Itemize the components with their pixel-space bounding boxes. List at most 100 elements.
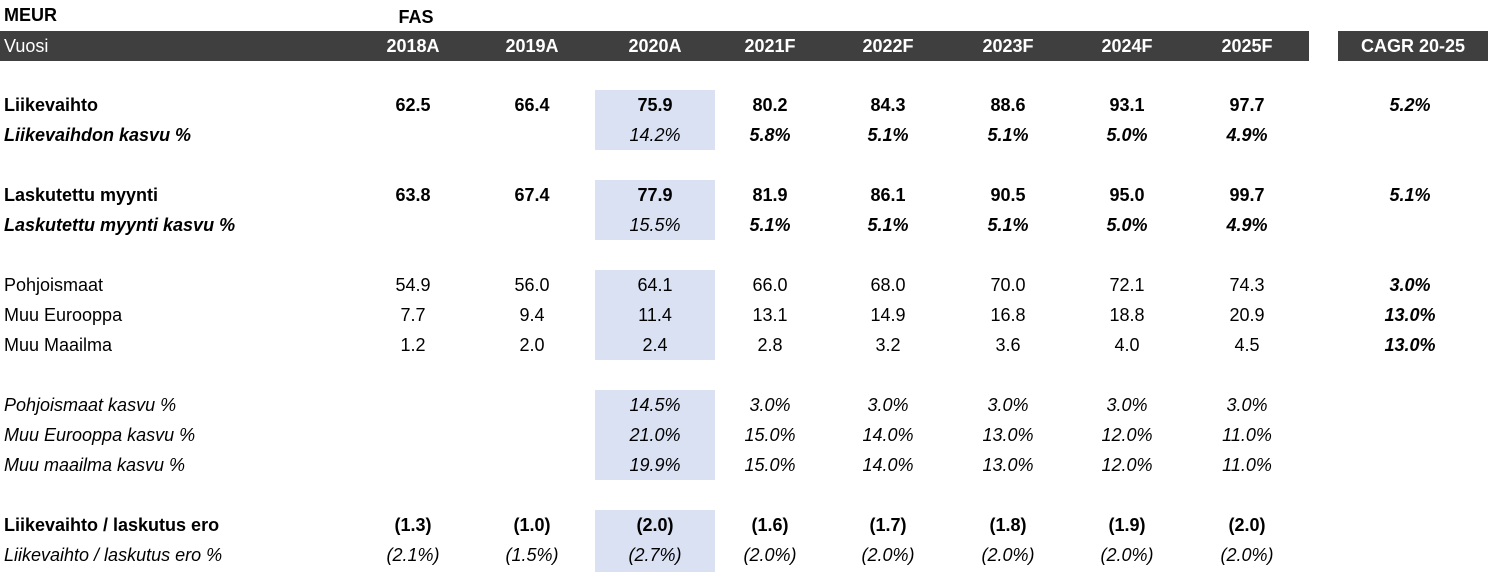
column-header: 2018A xyxy=(386,36,440,56)
row-label: Liikevaihto / laskutus ero % xyxy=(4,545,223,565)
cell: (1.3) xyxy=(394,515,432,535)
row-label: Muu Maailma xyxy=(4,335,113,355)
cell: 90.5 xyxy=(990,185,1026,205)
cell: 68.0 xyxy=(870,275,906,295)
cell: (2.0%) xyxy=(981,545,1035,565)
cell: 11.0% xyxy=(1222,425,1272,445)
cell: 3.2 xyxy=(875,335,901,355)
cell: 14.0% xyxy=(862,455,914,475)
standard-label: FAS xyxy=(398,7,434,27)
cell: 4.9% xyxy=(1226,215,1268,235)
cell: 80.2 xyxy=(752,95,788,115)
cell: 5.0% xyxy=(1106,215,1148,235)
cell: 95.0 xyxy=(1109,185,1145,205)
cell: 14.9 xyxy=(870,305,906,325)
cell: 77.9 xyxy=(637,185,673,205)
row-label: Muu Eurooppa kasvu % xyxy=(4,425,196,445)
cell: 14.2% xyxy=(629,125,681,145)
cell: 7.7 xyxy=(400,305,426,325)
cell: 15.5% xyxy=(629,215,681,235)
cell: 5.1% xyxy=(867,215,909,235)
cell: 19.9% xyxy=(629,455,681,475)
cell: 3.6 xyxy=(995,335,1021,355)
cell: 97.7 xyxy=(1229,95,1265,115)
column-header: 2020A xyxy=(628,36,682,56)
cagr-cell: 3.0% xyxy=(1389,275,1431,295)
cell: 5.1% xyxy=(987,215,1029,235)
cell: (1.5%) xyxy=(505,545,559,565)
cell: 1.2 xyxy=(400,335,426,355)
cagr-cell: 5.1% xyxy=(1389,185,1431,205)
row-label: Liikevaihto xyxy=(4,95,99,115)
cell: 9.4 xyxy=(519,305,545,325)
cell: (1.6) xyxy=(751,515,789,535)
cell: 86.1 xyxy=(870,185,906,205)
unit-label: MEUR xyxy=(4,5,57,25)
column-header: Vuosi xyxy=(4,36,49,56)
cell: 2.0 xyxy=(519,335,545,355)
column-header: 2022F xyxy=(862,36,914,56)
cell: 2.4 xyxy=(642,335,668,355)
cell: 84.3 xyxy=(870,95,906,115)
header-bar xyxy=(0,31,1309,61)
cell: (2.0%) xyxy=(743,545,797,565)
cell: 14.5% xyxy=(629,395,681,415)
cell: 11.4 xyxy=(638,305,672,325)
cell: 72.1 xyxy=(1109,275,1145,295)
cell: (2.0) xyxy=(636,515,674,535)
cell: 81.9 xyxy=(752,185,788,205)
column-header: 2021F xyxy=(744,36,796,56)
column-header: 2025F xyxy=(1221,36,1273,56)
cell: 74.3 xyxy=(1229,275,1265,295)
cell: 12.0% xyxy=(1101,455,1153,475)
cell: 88.6 xyxy=(990,95,1026,115)
highlight xyxy=(595,510,715,572)
cell: 70.0 xyxy=(990,275,1026,295)
cell: 67.4 xyxy=(514,185,550,205)
cell: (1.7) xyxy=(869,515,907,535)
cell: 93.1 xyxy=(1109,95,1145,115)
cell: 66.0 xyxy=(752,275,788,295)
row-label: Muu Eurooppa xyxy=(4,305,123,325)
cagr-header-bar xyxy=(1338,31,1488,61)
cell: 5.0% xyxy=(1106,125,1148,145)
row-label: Pohjoismaat xyxy=(4,275,104,295)
cell: (2.0) xyxy=(1228,515,1266,535)
row-label: Laskutettu myynti kasvu % xyxy=(4,215,236,235)
cell: 66.4 xyxy=(514,95,550,115)
cell: 13.0% xyxy=(982,455,1034,475)
cell: 3.0% xyxy=(987,395,1029,415)
cell: 64.1 xyxy=(637,275,673,295)
cell: 11.0% xyxy=(1222,455,1272,475)
cell: 4.5 xyxy=(1234,335,1260,355)
cell: 21.0% xyxy=(629,425,681,445)
cell: 4.9% xyxy=(1226,125,1268,145)
cell: (2.1%) xyxy=(386,545,440,565)
cell: 14.0% xyxy=(862,425,914,445)
cagr-cell: 13.0% xyxy=(1384,305,1436,325)
cell: (1.9) xyxy=(1108,515,1146,535)
cell: 3.0% xyxy=(1106,395,1148,415)
cell: 5.1% xyxy=(987,125,1029,145)
cell: 5.8% xyxy=(749,125,791,145)
cell: 62.5 xyxy=(395,95,431,115)
cell: 3.0% xyxy=(749,395,791,415)
cell: (2.0%) xyxy=(1100,545,1154,565)
cell: 54.9 xyxy=(395,275,431,295)
cell: 3.0% xyxy=(1226,395,1268,415)
row-label: Liikevaihdon kasvu % xyxy=(4,125,192,145)
cell: 12.0% xyxy=(1101,425,1153,445)
cell: 16.8 xyxy=(990,305,1026,325)
cagr-cell: 13.0% xyxy=(1384,335,1436,355)
column-header: 2019A xyxy=(505,36,559,56)
highlight xyxy=(595,90,715,150)
cell: 13.1 xyxy=(752,305,788,325)
cell: 18.8 xyxy=(1109,305,1145,325)
cell: 15.0% xyxy=(744,425,796,445)
column-header: 2024F xyxy=(1101,36,1153,56)
cell: (1.0) xyxy=(513,515,551,535)
highlight xyxy=(595,270,715,360)
cagr-cell: 5.2% xyxy=(1389,95,1431,115)
cell: 63.8 xyxy=(395,185,431,205)
